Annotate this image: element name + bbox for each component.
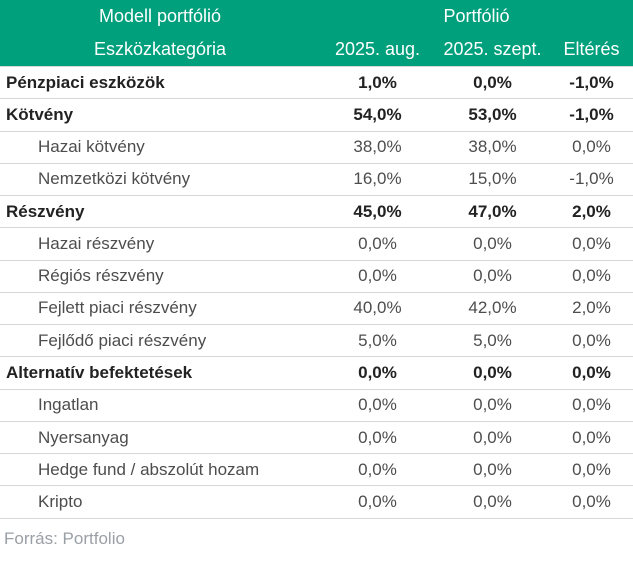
aug-value-cell: 38,0% [353, 137, 402, 157]
table-row: Hazai részvény 0,0% 0,0% 0,0% [0, 228, 633, 261]
aug-value-cell: 0,0% [358, 492, 397, 512]
sept-value-cell: 15,0% [468, 169, 517, 189]
category-cell: Fejlődő piaci részvény [38, 330, 207, 350]
sept-value-cell: 0,0% [473, 427, 512, 447]
header-group-portfolio: Portfólió [443, 6, 510, 27]
sept-value-cell: 0,0% [473, 266, 512, 286]
diff-value-cell: 0,0% [572, 137, 611, 157]
category-cell: Nyersanyag [38, 427, 129, 447]
diff-value-cell: 0,0% [572, 363, 611, 383]
diff-value-cell: 0,0% [572, 395, 611, 415]
sept-value-cell: 5,0% [473, 330, 512, 350]
diff-value-cell: 0,0% [572, 330, 611, 350]
column-header-sept-2025: 2025. szept. [443, 39, 542, 60]
category-cell: Hazai részvény [38, 233, 155, 253]
diff-value-cell: 0,0% [572, 459, 611, 479]
sept-value-cell: 0,0% [473, 233, 512, 253]
category-cell: Kötvény [6, 104, 74, 124]
diff-value-cell: -1,0% [569, 72, 614, 92]
table-row: Nyersanyag 0,0% 0,0% 0,0% [0, 422, 633, 455]
category-cell: Ingatlan [38, 395, 99, 415]
aug-value-cell: 45,0% [353, 201, 402, 221]
table-row: Részvény 45,0% 47,0% 2,0% [0, 196, 633, 229]
category-cell: Fejlett piaci részvény [38, 298, 197, 318]
diff-value-cell: 0,0% [572, 492, 611, 512]
category-cell: Részvény [6, 201, 85, 221]
aug-value-cell: 16,0% [353, 169, 402, 189]
aug-value-cell: 0,0% [358, 427, 397, 447]
source-note: Forrás: Portfolio [4, 528, 125, 548]
sept-value-cell: 47,0% [468, 201, 517, 221]
column-header-aug-2025: 2025. aug. [334, 39, 421, 60]
category-cell: Kripto [38, 492, 83, 512]
aug-value-cell: 0,0% [358, 233, 397, 253]
diff-value-cell: 0,0% [572, 427, 611, 447]
header-group-row: Modell portfólió Portfólió [0, 0, 633, 34]
diff-value-cell: 0,0% [572, 233, 611, 253]
table-row: Kötvény 54,0% 53,0% -1,0% [0, 99, 633, 132]
sept-value-cell: 0,0% [473, 363, 512, 383]
header-group-model-portfolio: Modell portfólió [98, 6, 222, 27]
aug-value-cell: 1,0% [358, 72, 397, 92]
sept-value-cell: 53,0% [468, 104, 517, 124]
aug-value-cell: 40,0% [353, 298, 402, 318]
table-row: Fejlett piaci részvény 40,0% 42,0% 2,0% [0, 293, 633, 326]
aug-value-cell: 0,0% [358, 395, 397, 415]
table-row: Régiós részvény 0,0% 0,0% 0,0% [0, 261, 633, 293]
aug-value-cell: 0,0% [358, 363, 397, 383]
aug-value-cell: 0,0% [358, 459, 397, 479]
column-header-diff: Eltérés [563, 39, 620, 60]
header-columns-row: Eszközkategória 2025. aug. 2025. szept. … [0, 34, 633, 67]
sept-value-cell: 0,0% [473, 72, 512, 92]
category-cell: Alternatív befektetések [6, 363, 193, 383]
table-row: Pénzpiaci eszközök 1,0% 0,0% -1,0% [0, 67, 633, 100]
table-row: Alternatív befektetések 0,0% 0,0% 0,0% [0, 357, 633, 390]
sept-value-cell: 42,0% [468, 298, 517, 318]
aug-value-cell: 0,0% [358, 266, 397, 286]
diff-value-cell: 0,0% [572, 266, 611, 286]
sept-value-cell: 38,0% [468, 137, 517, 157]
sept-value-cell: 0,0% [473, 492, 512, 512]
column-header-category: Eszközkategória [93, 39, 227, 60]
aug-value-cell: 5,0% [358, 330, 397, 350]
category-cell: Nemzetközi kötvény [38, 169, 191, 189]
category-cell: Hazai kötvény [38, 137, 145, 157]
table-row: Hazai kötvény 38,0% 38,0% 0,0% [0, 132, 633, 164]
category-cell: Hedge fund / abszolút hozam [38, 459, 260, 479]
diff-value-cell: 2,0% [572, 201, 611, 221]
sept-value-cell: 0,0% [473, 459, 512, 479]
table-row: Kripto 0,0% 0,0% 0,0% [0, 486, 633, 519]
diff-value-cell: 2,0% [572, 298, 611, 318]
diff-value-cell: -1,0% [569, 104, 614, 124]
table-row: Hedge fund / abszolút hozam 0,0% 0,0% 0,… [0, 454, 633, 487]
allocation-table: Modell portfólió Portfólió Eszközkategór… [0, 0, 633, 548]
category-cell: Pénzpiaci eszközök [6, 72, 165, 92]
aug-value-cell: 54,0% [353, 104, 402, 124]
table-row: Ingatlan 0,0% 0,0% 0,0% [0, 390, 633, 422]
diff-value-cell: -1,0% [569, 169, 614, 189]
table-header: Modell portfólió Portfólió Eszközkategór… [0, 0, 633, 67]
table-row: Nemzetközi kötvény 16,0% 15,0% -1,0% [0, 164, 633, 197]
sept-value-cell: 0,0% [473, 395, 512, 415]
category-cell: Régiós részvény [38, 266, 164, 286]
table-row: Fejlődő piaci részvény 5,0% 5,0% 0,0% [0, 325, 633, 358]
